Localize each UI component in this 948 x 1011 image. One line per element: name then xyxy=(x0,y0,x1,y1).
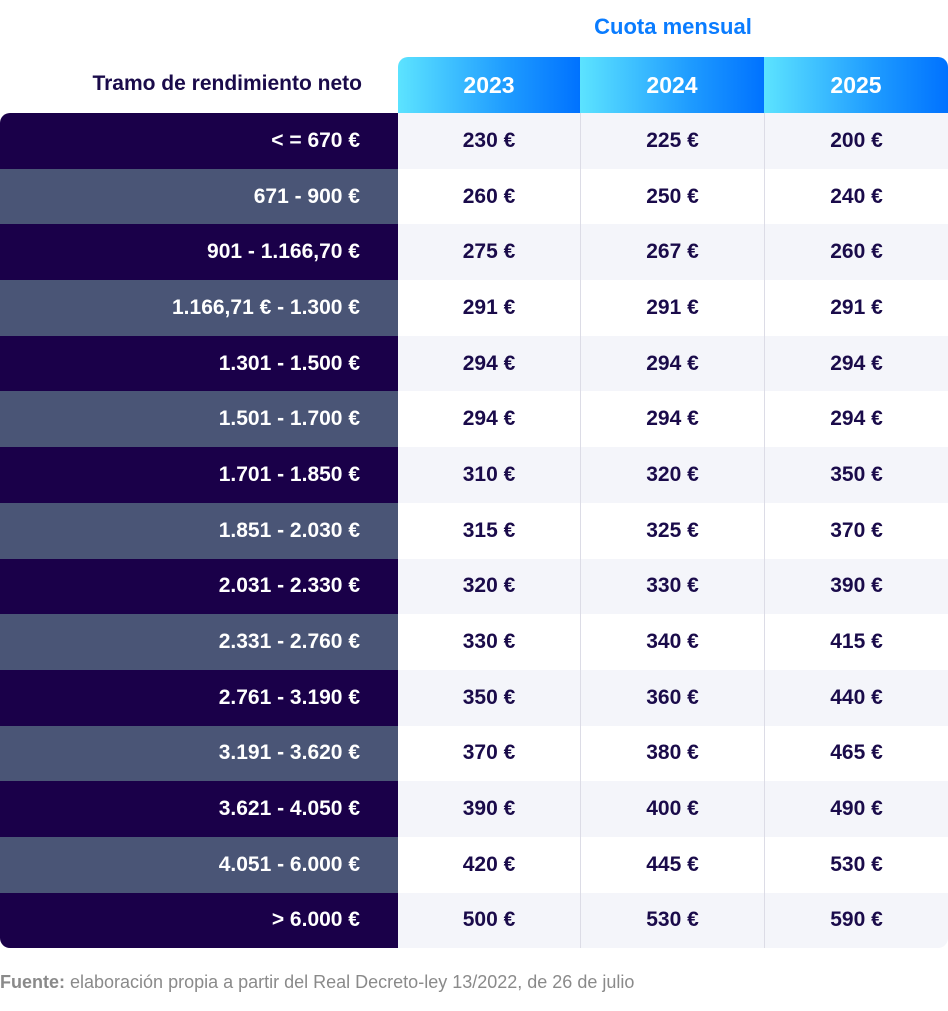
table-row: 1.701 - 1.850 €310 €320 €350 € xyxy=(0,447,948,503)
cell-2024: 530 € xyxy=(580,892,764,949)
cell-2023: 275 € xyxy=(398,224,580,281)
source-label: Fuente: xyxy=(0,972,65,992)
row-label: 2.761 - 3.190 € xyxy=(0,669,398,726)
table-row: 4.051 - 6.000 €420 €445 €530 € xyxy=(0,836,948,893)
table-row: 2.331 - 2.760 €330 €340 €415 € xyxy=(0,614,948,670)
cell-2024: 294 € xyxy=(580,391,764,448)
cell-2024: 291 € xyxy=(580,280,764,336)
cell-2023: 294 € xyxy=(398,391,580,448)
cell-2025: 465 € xyxy=(764,725,948,782)
table-body: < = 670 €230 €225 €200 €671 - 900 €260 €… xyxy=(0,113,948,949)
cell-2023: 310 € xyxy=(398,447,580,503)
cell-2024: 225 € xyxy=(580,113,764,169)
cell-2023: 390 € xyxy=(398,781,580,837)
cell-2024: 250 € xyxy=(580,168,764,225)
row-label: 1.701 - 1.850 € xyxy=(0,447,398,503)
cell-2024: 267 € xyxy=(580,224,764,281)
table-title: Cuota mensual xyxy=(594,14,752,39)
cell-2024: 320 € xyxy=(580,447,764,503)
cell-2025: 415 € xyxy=(764,614,948,670)
column-header-2025: 2025 xyxy=(764,57,948,114)
cell-2025: 240 € xyxy=(764,168,948,225)
row-label: 901 - 1.166,70 € xyxy=(0,224,398,281)
cell-2023: 260 € xyxy=(398,168,580,225)
cell-2023: 294 € xyxy=(398,335,580,392)
row-label: 3.191 - 3.620 € xyxy=(0,725,398,782)
cell-2025: 260 € xyxy=(764,224,948,281)
cell-2023: 230 € xyxy=(398,113,580,169)
row-label: > 6.000 € xyxy=(0,892,398,949)
row-label: 3.621 - 4.050 € xyxy=(0,781,398,837)
row-label: 1.166,71 € - 1.300 € xyxy=(0,280,398,336)
cell-2025: 294 € xyxy=(764,391,948,448)
row-label: 2.331 - 2.760 € xyxy=(0,614,398,670)
row-label: 4.051 - 6.000 € xyxy=(0,836,398,893)
column-header-2024: 2024 xyxy=(580,57,764,114)
table-row: 901 - 1.166,70 €275 €267 €260 € xyxy=(0,224,948,281)
cell-2025: 200 € xyxy=(764,113,948,169)
cell-2025: 530 € xyxy=(764,836,948,893)
cell-2023: 315 € xyxy=(398,502,580,559)
table-row: 671 - 900 €260 €250 €240 € xyxy=(0,168,948,225)
table-row: < = 670 €230 €225 €200 € xyxy=(0,113,948,169)
source-note: Fuente: elaboración propia a partir del … xyxy=(0,972,634,993)
cell-2025: 370 € xyxy=(764,502,948,559)
cell-2023: 320 € xyxy=(398,558,580,615)
row-label: 1.851 - 2.030 € xyxy=(0,502,398,559)
cell-2025: 490 € xyxy=(764,781,948,837)
cell-2024: 294 € xyxy=(580,335,764,392)
table-row: > 6.000 €500 €530 €590 € xyxy=(0,892,948,949)
cell-2025: 590 € xyxy=(764,892,948,949)
table-row: 1.501 - 1.700 €294 €294 €294 € xyxy=(0,391,948,448)
cell-2024: 340 € xyxy=(580,614,764,670)
cell-2025: 291 € xyxy=(764,280,948,336)
row-label: 671 - 900 € xyxy=(0,168,398,225)
cell-2024: 400 € xyxy=(580,781,764,837)
cell-2025: 440 € xyxy=(764,669,948,726)
cell-2023: 291 € xyxy=(398,280,580,336)
cell-2025: 390 € xyxy=(764,558,948,615)
cell-2024: 330 € xyxy=(580,558,764,615)
cell-2023: 420 € xyxy=(398,836,580,893)
row-label: 1.501 - 1.700 € xyxy=(0,391,398,448)
row-label: 2.031 - 2.330 € xyxy=(0,558,398,615)
cell-2023: 370 € xyxy=(398,725,580,782)
cell-2024: 360 € xyxy=(580,669,764,726)
table-row: 3.191 - 3.620 €370 €380 €465 € xyxy=(0,725,948,782)
cell-2024: 325 € xyxy=(580,502,764,559)
table-row: 1.301 - 1.500 €294 €294 €294 € xyxy=(0,335,948,392)
table-row: 2.031 - 2.330 €320 €330 €390 € xyxy=(0,558,948,615)
table-row: 1.166,71 € - 1.300 €291 €291 €291 € xyxy=(0,280,948,336)
row-header: Tramo de rendimiento neto xyxy=(92,72,362,95)
table-row: 3.621 - 4.050 €390 €400 €490 € xyxy=(0,781,948,837)
cell-2025: 294 € xyxy=(764,335,948,392)
table-row: 2.761 - 3.190 €350 €360 €440 € xyxy=(0,669,948,726)
row-label: 1.301 - 1.500 € xyxy=(0,335,398,392)
source-text: elaboración propia a partir del Real Dec… xyxy=(65,972,635,992)
column-header-2023: 2023 xyxy=(398,57,580,114)
table-row: 1.851 - 2.030 €315 €325 €370 € xyxy=(0,502,948,559)
cell-2024: 380 € xyxy=(580,725,764,782)
row-label: < = 670 € xyxy=(0,113,398,169)
cell-2023: 500 € xyxy=(398,892,580,949)
cell-2023: 350 € xyxy=(398,669,580,726)
cell-2024: 445 € xyxy=(580,836,764,893)
cell-2023: 330 € xyxy=(398,614,580,670)
cell-2025: 350 € xyxy=(764,447,948,503)
